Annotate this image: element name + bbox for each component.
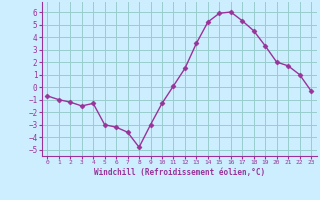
X-axis label: Windchill (Refroidissement éolien,°C): Windchill (Refroidissement éolien,°C): [94, 168, 265, 177]
